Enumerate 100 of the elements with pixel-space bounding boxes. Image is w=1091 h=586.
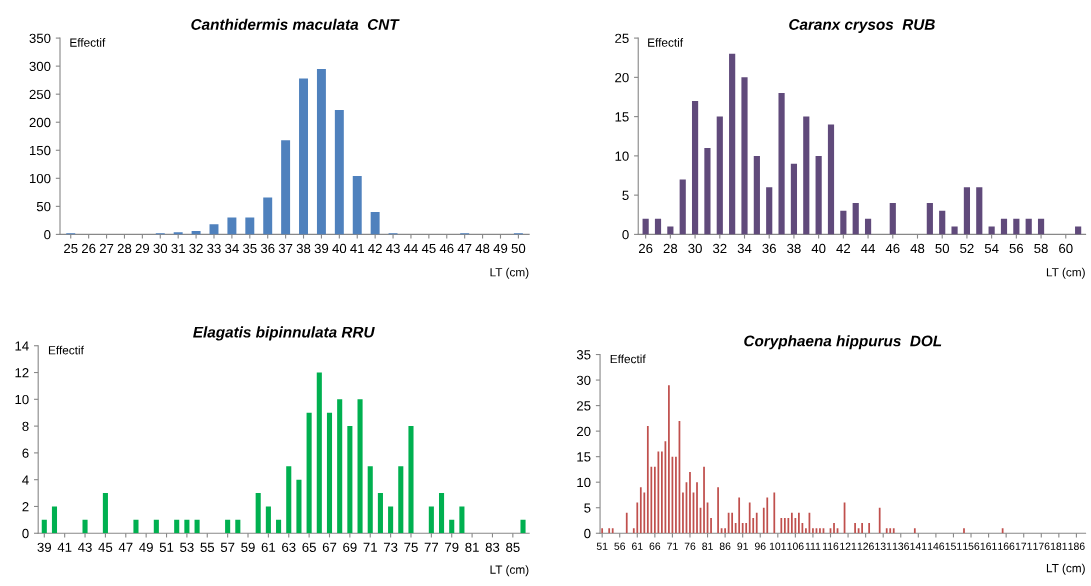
x-tick-label: 53 [180, 542, 194, 552]
chart-title: Coryphaena hippurus DOL [744, 335, 942, 350]
bar [357, 399, 363, 534]
y-tick-label: 25 [577, 401, 591, 411]
y-tick-label: 5 [622, 190, 629, 201]
bar [1037, 218, 1045, 235]
bar [225, 519, 231, 534]
bar [840, 210, 847, 235]
x-tick-label: 36 [260, 243, 275, 254]
y-tick-label: 50 [36, 201, 51, 212]
x-tick-label: 40 [811, 243, 826, 254]
bar [520, 519, 526, 534]
bar [976, 187, 983, 235]
bar [815, 155, 822, 235]
y-tick-label: 200 [29, 117, 51, 128]
bar [790, 163, 798, 235]
bar [276, 519, 282, 534]
bar [51, 506, 58, 534]
x-tick-label: 79 [445, 542, 459, 552]
x-tick-label: 28 [663, 243, 678, 254]
x-tick-label: 146 [928, 542, 945, 550]
x-tick-label: 48 [910, 243, 925, 254]
bar [316, 372, 322, 534]
x-tick-label: 30 [153, 243, 168, 254]
bar [1000, 218, 1008, 235]
x-tick-label: 77 [424, 542, 439, 552]
x-tick-label: 76 [684, 542, 696, 550]
bar [367, 466, 373, 534]
bar [41, 519, 47, 534]
y-tick-label: 350 [29, 33, 51, 43]
bar [299, 78, 308, 235]
x-tick-label: 33 [207, 243, 221, 254]
bar [428, 506, 434, 534]
bar [245, 217, 255, 235]
y-axis-title: Effectif [48, 345, 84, 355]
bar [255, 493, 261, 534]
y-tick-label: 0 [584, 528, 591, 539]
x-tick-label: 161 [980, 542, 997, 550]
x-tick-label: 181 [1050, 542, 1068, 550]
x-tick-label: 48 [475, 243, 490, 254]
y-tick-label: 15 [615, 112, 629, 122]
bar [459, 506, 465, 534]
x-tick-label: 25 [64, 243, 78, 254]
x-tick-label: 54 [984, 243, 999, 254]
y-tick-label: 100 [29, 173, 51, 184]
x-axis-title: LT (cm) [490, 565, 529, 577]
x-tick-label: 38 [787, 243, 801, 254]
x-tick-label: 47 [118, 542, 133, 552]
bar [1013, 218, 1020, 235]
x-tick-label: 32 [712, 243, 727, 254]
y-axis-title: Effectif [610, 354, 646, 364]
x-tick-label: 176 [1033, 542, 1050, 550]
x-tick-label: 166 [998, 542, 1015, 550]
x-tick-label: 91 [737, 542, 748, 550]
bar [286, 466, 292, 534]
y-axis-title: Effectif [648, 38, 684, 47]
bar [334, 109, 344, 235]
bar [889, 202, 896, 235]
x-tick-label: 86 [719, 542, 731, 550]
chart-title: Elagatis bipinnulata RRU [193, 326, 375, 341]
bar [741, 77, 748, 235]
bar [852, 202, 859, 235]
x-tick-label: 34 [737, 243, 752, 254]
bar [939, 210, 946, 235]
y-tick-label: 0 [622, 229, 629, 240]
bar [729, 53, 736, 235]
x-tick-label: 81 [465, 542, 479, 552]
bar [153, 519, 159, 534]
x-tick-label: 46 [439, 243, 454, 254]
bar [1025, 218, 1032, 235]
y-tick-label: 15 [577, 452, 591, 462]
x-tick-label: 47 [457, 243, 472, 253]
bar [766, 187, 773, 235]
bar [704, 148, 711, 235]
bar [654, 218, 662, 235]
x-tick-label: 75 [404, 542, 418, 552]
x-tick-label: 38 [296, 243, 311, 254]
x-tick-label: 171 [1015, 542, 1032, 550]
bar [173, 232, 183, 235]
x-axis-title: LT (cm) [490, 267, 529, 279]
y-tick-label: 6 [22, 448, 29, 458]
bar [827, 124, 835, 235]
x-tick-label: 101 [769, 542, 786, 550]
y-axis-title: Effectif [70, 38, 106, 47]
y-tick-label: 2 [22, 502, 29, 512]
x-tick-label: 60 [1059, 243, 1073, 254]
x-tick-label: 136 [892, 542, 909, 550]
x-tick-label: 151 [945, 542, 962, 550]
x-tick-label: 46 [885, 243, 900, 254]
bar [326, 412, 333, 534]
bar [803, 116, 810, 235]
bar [352, 176, 362, 235]
x-tick-label: 44 [403, 243, 418, 253]
x-axis-title: LT (cm) [1046, 267, 1085, 279]
y-tick-label: 0 [44, 229, 51, 240]
bar [778, 93, 785, 235]
bar [191, 231, 201, 235]
x-tick-label: 44 [861, 243, 876, 253]
x-tick-label: 41 [350, 243, 364, 253]
x-tick-label: 56 [1009, 243, 1024, 254]
